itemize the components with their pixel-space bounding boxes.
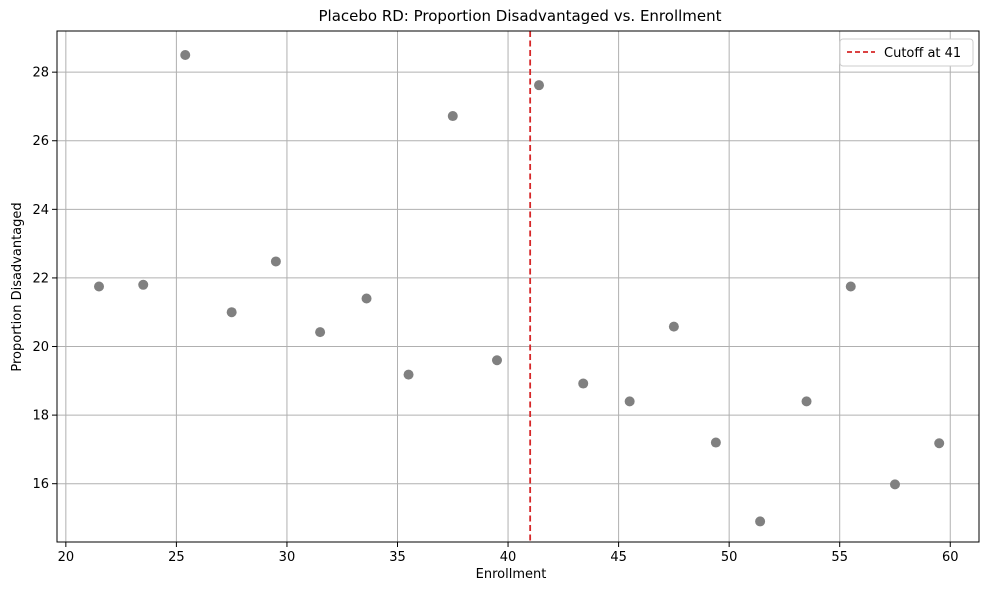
x-tick-label: 30	[279, 550, 296, 565]
data-point	[226, 307, 237, 318]
x-tick-label: 45	[610, 550, 627, 565]
data-point	[668, 321, 679, 332]
y-tick-label: 18	[32, 409, 49, 424]
data-point	[801, 396, 812, 407]
data-point	[710, 437, 721, 448]
data-point	[755, 516, 766, 527]
grid-lines	[57, 31, 979, 542]
data-point	[491, 355, 502, 366]
data-point	[624, 396, 635, 407]
y-tick-label: 20	[32, 340, 49, 355]
data-point	[361, 293, 372, 304]
data-point	[578, 378, 589, 389]
data-points	[94, 50, 945, 527]
y-tick-label: 26	[32, 134, 49, 149]
data-point	[138, 279, 149, 290]
data-point	[534, 80, 545, 91]
y-tick-label: 28	[32, 66, 49, 81]
y-tick-label: 22	[32, 271, 49, 286]
data-point	[94, 281, 105, 292]
y-axis-ticks: 16 18 20 22 24 26 28	[32, 66, 57, 492]
x-tick-label: 40	[500, 550, 517, 565]
x-tick-label: 50	[721, 550, 738, 565]
data-point	[270, 256, 281, 267]
y-axis-label: Proportion Disadvantaged	[10, 202, 25, 371]
data-point	[403, 369, 414, 380]
x-axis-ticks: 20 25 30 35 40 45 50 55 60	[58, 542, 959, 565]
x-axis-label: Enrollment	[476, 567, 547, 582]
y-tick-label: 24	[32, 203, 49, 218]
x-tick-label: 55	[831, 550, 848, 565]
legend: Cutoff at 41	[839, 38, 974, 67]
x-tick-label: 60	[942, 550, 959, 565]
data-point	[934, 438, 945, 449]
x-tick-label: 35	[389, 550, 406, 565]
data-point	[447, 111, 458, 122]
chart-title: Placebo RD: Proportion Disadvantaged vs.…	[318, 7, 721, 25]
x-tick-label: 20	[58, 550, 75, 565]
legend-label: Cutoff at 41	[884, 46, 961, 61]
data-point	[889, 479, 900, 490]
data-point	[315, 327, 326, 338]
data-point	[180, 50, 191, 61]
plot-frame	[56, 30, 980, 543]
data-point	[845, 281, 856, 292]
x-tick-label: 25	[168, 550, 185, 565]
legend-box	[839, 38, 974, 67]
y-tick-label: 16	[32, 477, 49, 492]
